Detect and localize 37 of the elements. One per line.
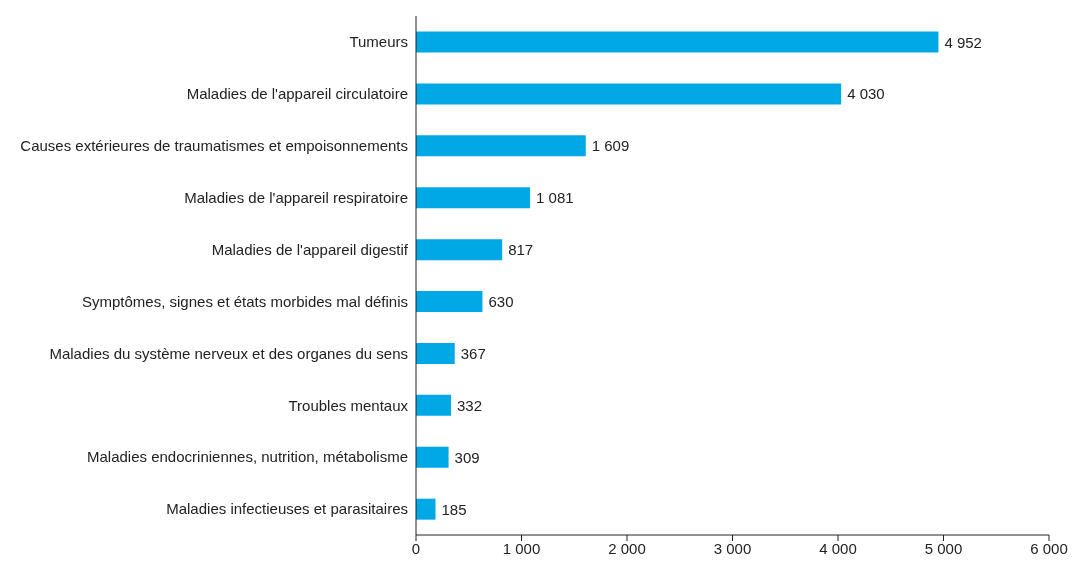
y-tick-label: Maladies endocriniennes, nutrition, métabolisme [86,448,408,466]
x-tick-label: 6 000 [1030,539,1068,557]
data-label: 4 952 [944,33,982,51]
x-tick-label: 1 000 [502,539,541,557]
bar [416,187,531,209]
y-tick-label: Maladies de l'appareil digestif [211,240,409,258]
y-tick-label: Tumeurs [349,33,408,51]
bar [416,239,503,261]
data-label: 630 [488,293,514,311]
y-tick-label: Symptômes, signes et états morbides mal définis [82,292,408,310]
data-label: 4 030 [847,85,885,103]
x-tick-label: 5 000 [924,539,963,557]
y-tick-label: Maladies de l'appareil circulatoire [186,85,408,103]
y-tick-label: Maladies de l'appareil respiratoire [184,188,408,206]
bar [416,342,455,364]
x-tick-label: 3 000 [713,539,752,557]
y-tick-label: Maladies infectieuses et parasitaires [166,500,408,518]
data-label: 332 [457,396,483,414]
bar [416,135,586,157]
data-label: 185 [441,500,467,518]
x-tick-label: 0 [411,539,421,557]
bar [416,31,939,53]
data-label: 1 081 [536,189,574,207]
data-label: 309 [454,448,480,466]
bar [416,291,483,313]
x-tick-label: 4 000 [819,539,857,557]
y-tick-label: Causes extérieures de traumatismes et empoisonnements [20,137,408,155]
bar [416,498,436,520]
bar [416,83,842,105]
y-tick-label: Maladies du système nerveux et des organes du sens [49,344,408,362]
bar [416,446,449,468]
data-label: 367 [460,344,486,362]
data-label: 1 609 [591,137,630,155]
y-tick-label: Troubles mentaux [288,396,409,414]
bar [416,394,452,416]
data-label: 817 [508,241,534,259]
x-tick-label: 2 000 [608,539,646,557]
